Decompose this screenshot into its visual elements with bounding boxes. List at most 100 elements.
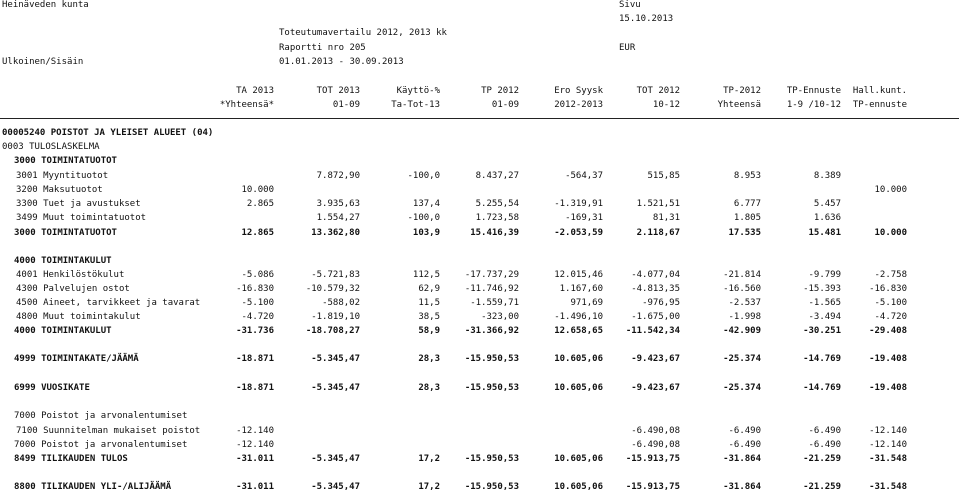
column-header: TA 2013 xyxy=(236,86,274,96)
row-value: -31.548 xyxy=(869,482,907,492)
row-value: 10.000 xyxy=(874,185,907,195)
row-value: -11.746,92 xyxy=(464,284,519,294)
row-value: -25.374 xyxy=(723,383,761,393)
row-value: 5.457 xyxy=(813,199,841,209)
row-value: -18.871 xyxy=(236,383,274,393)
column-header: TP 2012 xyxy=(481,86,519,96)
row-value: -31.864 xyxy=(723,454,761,464)
row-label: 8800 TILIKAUDEN YLI-/ALIJÄÄMÄ xyxy=(14,482,172,492)
row-value: 28,3 xyxy=(418,383,440,393)
row-value: -17.737,29 xyxy=(464,270,519,280)
row-value: 10.000 xyxy=(241,185,274,195)
row-label: 3001 Myyntituotot xyxy=(16,171,109,181)
report-row: 7000 Poistot ja arvonalentumiset xyxy=(0,411,959,422)
row-value: 17,2 xyxy=(418,454,440,464)
row-value: 1.636 xyxy=(813,213,841,223)
report-row: 3200 Maksutuotot 10.000 10.000 xyxy=(0,185,959,196)
row-value: -100,0 xyxy=(407,171,440,181)
row-value: -6.490 xyxy=(808,440,841,450)
report-row: 0003 TULOSLASKELMA xyxy=(0,142,959,153)
row-label: 4300 Palvelujen ostot xyxy=(16,284,130,294)
row-value: -16.830 xyxy=(236,284,274,294)
row-value: -12.140 xyxy=(869,426,907,436)
row-value: -12.140 xyxy=(236,426,274,436)
report-number: Raportti nro 205 xyxy=(279,43,366,53)
row-value: 10.605,06 xyxy=(554,354,603,364)
row-value: -5.345,47 xyxy=(311,383,360,393)
row-value: -5.345,47 xyxy=(311,454,360,464)
report-row: 4800 Muut toimintakulut -4.720 -1.819,10 38… xyxy=(0,312,959,323)
report-row: 8499 TILIKAUDEN TULOS -31.011 -5.345,47 17,… xyxy=(0,454,959,465)
report-row: 3499 Muut toimintatuotot 1.554,27 -100,0 1.… xyxy=(0,213,959,224)
row-value: 515,85 xyxy=(647,171,680,181)
row-value: -16.560 xyxy=(723,284,761,294)
row-value: -15.950,53 xyxy=(464,454,519,464)
row-value: 58,9 xyxy=(418,326,440,336)
report-row: 4500 Aineet, tarvikkeet ja tavarat -5.100… xyxy=(0,298,959,309)
row-value: -6.490,08 xyxy=(631,426,680,436)
row-value: 11,5 xyxy=(418,298,440,308)
row-value: -31.011 xyxy=(236,482,274,492)
row-value: 1.723,58 xyxy=(475,213,519,223)
row-value: 62,9 xyxy=(418,284,440,294)
row-value: -19.408 xyxy=(869,354,907,364)
row-value: 1.167,60 xyxy=(559,284,603,294)
row-label: 4999 TOIMINTAKATE/JÄÄMÄ xyxy=(14,354,139,364)
row-value: -976,95 xyxy=(642,298,680,308)
row-value: -323,00 xyxy=(481,312,519,322)
row-value: -18.708,27 xyxy=(305,326,360,336)
report-row: 7100 Suunnitelman mukaiset poistot -12.14… xyxy=(0,426,959,437)
row-value: -21.259 xyxy=(803,482,841,492)
report-date: 15.10.2013 xyxy=(619,14,674,24)
row-value: -9.799 xyxy=(808,270,841,280)
row-label: 6999 VUOSIKATE xyxy=(14,383,90,393)
row-value: 17,2 xyxy=(418,482,440,492)
row-value: -9.423,67 xyxy=(631,354,680,364)
row-value: -12.140 xyxy=(236,440,274,450)
row-value: -564,37 xyxy=(565,171,603,181)
page-label: Sivu xyxy=(619,0,641,10)
row-value: 2.865 xyxy=(246,199,274,209)
row-value: -15.950,53 xyxy=(464,354,519,364)
currency-label: EUR xyxy=(619,43,636,53)
report-scope: Ulkoinen/Sisäin xyxy=(2,57,84,67)
row-value: -18.871 xyxy=(236,354,274,364)
row-value: -6.490 xyxy=(808,426,841,436)
row-value: -31.548 xyxy=(869,454,907,464)
row-label: 3000 TOIMINTATUOTOT xyxy=(14,156,117,166)
row-value: -15.950,53 xyxy=(464,383,519,393)
column-header-top-row: TA 2013 TOT 2013 Käyttö-% TP 2012 Ero Syysk T… xyxy=(0,86,959,97)
column-header: 1-9 /10-12 xyxy=(786,100,841,110)
row-value: -2.053,59 xyxy=(554,228,603,238)
row-value: -5.100 xyxy=(241,298,274,308)
row-value: -15.913,75 xyxy=(625,454,680,464)
row-value: -6.490 xyxy=(728,426,761,436)
row-value: 6.777 xyxy=(733,199,761,209)
row-value: 28,3 xyxy=(418,354,440,364)
row-value: -1.998 xyxy=(728,312,761,322)
row-value: 15.416,39 xyxy=(470,228,519,238)
row-value: -5.086 xyxy=(241,270,274,280)
row-value: -31.011 xyxy=(236,454,274,464)
row-label: 3300 Tuet ja avustukset xyxy=(16,199,141,209)
row-value: 17.535 xyxy=(728,228,761,238)
row-value: 38,5 xyxy=(418,312,440,322)
row-value: 10.605,06 xyxy=(554,482,603,492)
row-value: -42.909 xyxy=(723,326,761,336)
row-value: -15.913,75 xyxy=(625,482,680,492)
row-value: -25.374 xyxy=(723,354,761,364)
row-value: -14.769 xyxy=(803,354,841,364)
company-name: Heinäveden kunta xyxy=(2,0,89,10)
row-value: -4.720 xyxy=(874,312,907,322)
report-row: 00005240 POISTOT JA YLEISET ALUEET (04) xyxy=(0,128,959,139)
row-label: 3499 Muut toimintatuotot xyxy=(16,213,147,223)
row-label: 7100 Suunnitelman mukaiset poistot xyxy=(16,426,201,436)
row-label: 8499 TILIKAUDEN TULOS xyxy=(14,454,128,464)
row-value: -100,0 xyxy=(407,213,440,223)
row-value: 12.658,65 xyxy=(554,326,603,336)
row-value: -1.565 xyxy=(808,298,841,308)
row-value: -4.813,35 xyxy=(631,284,680,294)
column-header: TP-2012 xyxy=(723,86,761,96)
row-value: 971,69 xyxy=(570,298,603,308)
row-value: -6.490,08 xyxy=(631,440,680,450)
